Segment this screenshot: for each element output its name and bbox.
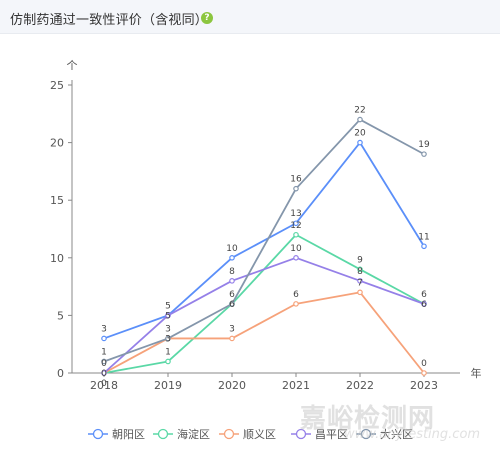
data-label: 0 (101, 369, 107, 379)
legend-circle-icon (295, 428, 307, 440)
data-label: 5 (165, 301, 171, 311)
data-label: 8 (229, 267, 235, 277)
data-label: 6 (421, 300, 427, 310)
data-label: 0 (101, 379, 107, 389)
legend-item-5[interactable]: 大兴区 (356, 427, 413, 441)
data-point[interactable] (357, 116, 363, 123)
chart-header: 仿制药通过一致性评价（含视同） ? (0, 0, 500, 34)
data-point[interactable] (293, 231, 299, 238)
chart-title: 仿制药通过一致性评价（含视同） (10, 13, 209, 28)
data-label: 1 (165, 347, 171, 357)
x-tick-label: 2022 (346, 379, 374, 392)
data-label: 10 (290, 244, 302, 254)
x-axis-unit-label: 年 (471, 366, 482, 380)
legend-item-4[interactable]: 昌平区 (291, 428, 348, 441)
data-point[interactable] (229, 335, 235, 342)
data-point[interactable] (293, 185, 299, 192)
data-point[interactable] (101, 370, 107, 376)
data-label: 0 (101, 359, 107, 369)
data-point[interactable] (421, 370, 427, 376)
data-point[interactable] (293, 254, 299, 261)
series-line-5 (103, 118, 425, 363)
x-tick-label: 2019 (154, 379, 182, 392)
data-label: 3 (165, 334, 171, 344)
x-tick-label: 2021 (282, 379, 310, 392)
y-axis-unit-label: 个 (67, 59, 78, 72)
series-line-1 (103, 141, 425, 340)
data-label: 16 (290, 175, 302, 185)
data-point[interactable] (421, 243, 427, 250)
data-point[interactable] (165, 312, 171, 319)
data-label: 3 (101, 324, 107, 334)
legend-label: 昌平区 (315, 428, 348, 441)
legend-label: 朝阳区 (112, 428, 145, 441)
data-label: 9 (357, 255, 363, 265)
data-point[interactable] (293, 301, 299, 307)
y-tick-label: 15 (50, 194, 64, 207)
data-point[interactable] (357, 266, 363, 273)
legend-label: 顺义区 (243, 428, 276, 441)
data-label: 7 (357, 278, 363, 288)
y-tick-label: 0 (57, 367, 64, 380)
data-label: 6 (229, 290, 235, 300)
legend-circle-icon (360, 428, 372, 440)
data-point[interactable] (421, 301, 427, 307)
y-tick-label: 20 (50, 137, 64, 150)
data-label: 0 (421, 359, 427, 369)
chart-legend[interactable]: 朝阳区 海淀区 顺义区 昌平区 大兴区 (88, 427, 413, 441)
x-tick-label: 2023 (410, 379, 438, 392)
data-point[interactable] (229, 254, 235, 261)
data-label: 5 (165, 311, 171, 321)
data-point[interactable] (165, 358, 171, 365)
chart-series-lines (101, 116, 427, 376)
watermark-url: www.anytesting.com (344, 427, 481, 442)
data-label: 22 (354, 106, 365, 116)
legend-circle-icon (223, 428, 235, 440)
legend-label: 海淀区 (177, 427, 210, 441)
data-label: 10 (226, 244, 238, 254)
legend-label: 大兴区 (380, 427, 413, 441)
data-label: 11 (418, 232, 429, 242)
data-point[interactable] (421, 151, 427, 157)
data-point[interactable] (229, 278, 235, 284)
data-label: 13 (290, 209, 301, 219)
data-point[interactable] (229, 301, 235, 307)
data-label: 12 (290, 221, 301, 231)
data-point[interactable] (101, 358, 107, 365)
y-tick-label: 5 (57, 309, 64, 322)
legend-item-1[interactable]: 朝阳区 (88, 428, 145, 441)
data-label: 8 (357, 267, 363, 277)
data-label: 19 (418, 140, 430, 150)
legend-item-2[interactable]: 海淀区 (153, 427, 210, 441)
y-tick-label: 25 (50, 79, 64, 92)
x-tick-label: 2020 (218, 379, 246, 392)
data-label: 6 (421, 290, 427, 300)
watermark-text: 嘉峪检测网 (300, 404, 436, 434)
data-label: 1 (101, 347, 107, 357)
legend-item-3[interactable]: 顺义区 (219, 428, 276, 441)
data-label: 3 (165, 324, 171, 334)
series-line-4 (103, 256, 425, 374)
data-point[interactable] (165, 335, 171, 342)
data-point[interactable] (293, 220, 299, 227)
data-point[interactable] (101, 335, 107, 342)
data-point[interactable] (357, 289, 363, 296)
data-point[interactable] (357, 139, 363, 146)
data-label: 3 (229, 324, 235, 334)
data-label: 20 (354, 129, 366, 139)
legend-circle-icon (157, 428, 169, 440)
series-line-2 (103, 233, 425, 374)
data-label: 6 (293, 290, 299, 300)
x-tick-label: 2018 (90, 379, 118, 392)
legend-circle-icon (92, 428, 104, 440)
y-tick-label: 10 (50, 252, 64, 265)
data-label: 6 (229, 300, 235, 310)
help-icon[interactable]: ? (201, 12, 213, 24)
series-line-3 (103, 291, 425, 374)
data-point[interactable] (357, 278, 363, 284)
